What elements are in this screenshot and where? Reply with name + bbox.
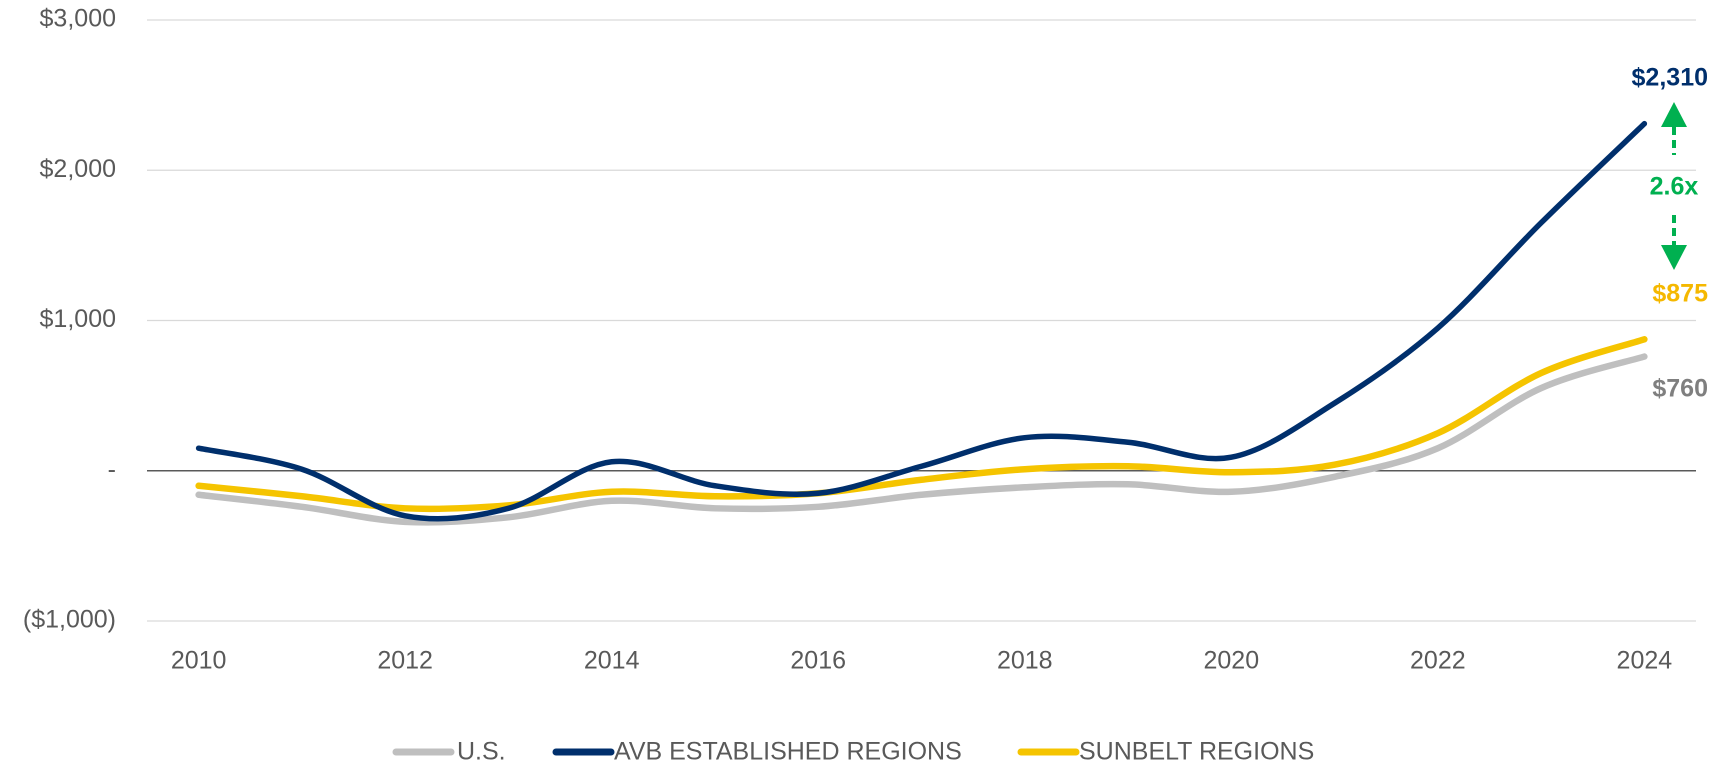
x-tick-label: 2010 (171, 647, 227, 675)
y-tick-label: $3,000 (40, 5, 116, 33)
x-tick-label: 2014 (584, 647, 640, 675)
x-tick-label: 2016 (790, 647, 846, 675)
arrow-head-up (1661, 102, 1687, 127)
annotation: 2.6x (1650, 173, 1699, 201)
value-label: $760 (1652, 375, 1708, 403)
y-tick-label: ($1,000) (23, 606, 116, 634)
y-tick-label: - (108, 455, 116, 483)
x-tick-label: 2012 (377, 647, 433, 675)
x-tick-label: 2022 (1410, 647, 1466, 675)
y-tick-label: $1,000 (40, 305, 116, 333)
series-line (195, 336, 1648, 513)
value-label: $875 (1652, 280, 1708, 308)
x-tick-label: 2018 (997, 647, 1053, 675)
arrow-head-down (1661, 245, 1687, 270)
legend-label: U.S. (457, 738, 506, 765)
legend-label: SUNBELT REGIONS (1079, 738, 1314, 765)
value-label: $2,310 (1632, 64, 1708, 92)
y-tick-label: $2,000 (40, 155, 116, 183)
series-line (195, 120, 1648, 522)
x-tick-label: 2024 (1617, 647, 1673, 675)
x-tick-label: 2020 (1203, 647, 1259, 675)
series-line (195, 353, 1648, 526)
legend-label: AVB ESTABLISHED REGIONS (614, 738, 962, 765)
